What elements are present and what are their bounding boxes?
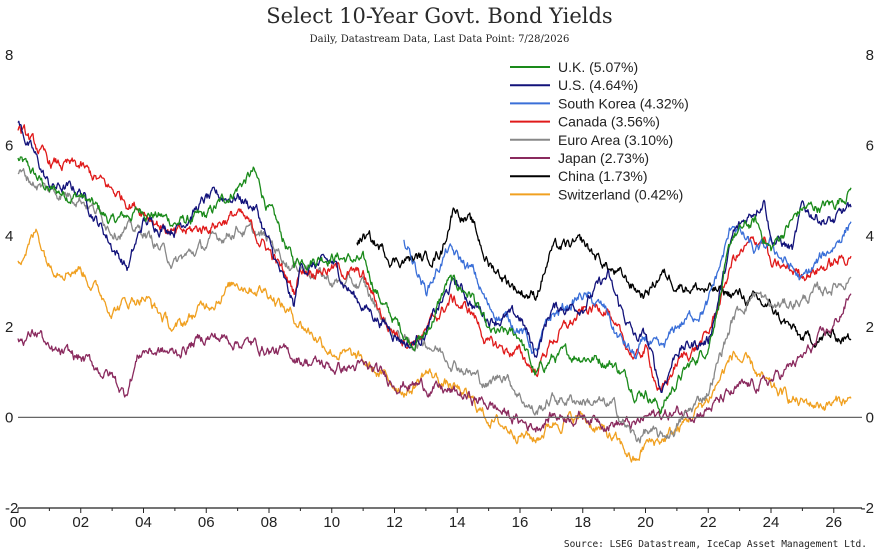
legend-label-0: U.K. (5.07%) [558, 59, 638, 75]
y-tick-label-right-4: 6 [866, 138, 874, 155]
x-tick-label-13: 26 [825, 514, 842, 531]
series-line-1 [17, 120, 852, 394]
chart-subtitle: Daily, Datastream Data, Last Data Point:… [309, 34, 570, 45]
x-tick-label-1: 02 [72, 514, 89, 531]
x-tick-label-10: 20 [637, 514, 654, 531]
y-tick-label-right-5: 8 [866, 47, 874, 64]
x-tick-label-4: 08 [261, 514, 278, 531]
legend-label-5: Japan (2.73%) [558, 150, 649, 166]
x-tick-label-9: 18 [574, 514, 591, 531]
series-line-7 [17, 228, 852, 463]
x-tick-label-11: 22 [700, 514, 717, 531]
y-tick-label-right-1: 0 [866, 409, 874, 426]
x-tick-label-0: 00 [10, 514, 27, 531]
x-tick-label-7: 14 [449, 514, 466, 531]
y-tick-label-right-2: 2 [866, 319, 874, 336]
series-line-0 [17, 156, 852, 415]
x-tick-label-5: 10 [323, 514, 340, 531]
legend-label-1: U.S. (4.64%) [558, 77, 638, 93]
x-tick-label-3: 06 [198, 514, 215, 531]
legend-label-7: Switzerland (0.42%) [558, 186, 683, 202]
chart-source: Source: LSEG Datastream, IceCap Asset Ma… [563, 539, 867, 550]
y-tick-label-left-4: 6 [5, 138, 13, 155]
series-line-5 [17, 293, 852, 433]
legend-label-2: South Korea (4.32%) [558, 95, 689, 111]
y-tick-label-left-3: 4 [5, 228, 13, 245]
legend-label-6: China (1.73%) [558, 168, 648, 184]
y-tick-label-left-1: 0 [5, 409, 13, 426]
y-tick-label-right-3: 4 [866, 228, 874, 245]
x-tick-label-12: 24 [763, 514, 780, 531]
chart-title: Select 10-Year Govt. Bond Yields [266, 4, 613, 28]
legend-label-4: Euro Area (3.10%) [558, 132, 673, 148]
x-tick-label-2: 04 [135, 514, 152, 531]
x-tick-label-6: 12 [386, 514, 403, 531]
y-tick-label-right-0: -2 [861, 500, 874, 517]
series-line-4 [17, 168, 852, 444]
y-tick-label-left-2: 2 [5, 319, 13, 336]
x-tick-label-8: 16 [512, 514, 529, 531]
y-tick-label-left-0: -2 [5, 500, 18, 517]
y-tick-label-left-5: 8 [5, 47, 13, 64]
legend-label-3: Canada (3.56%) [558, 114, 660, 130]
series-line-2 [403, 221, 852, 360]
